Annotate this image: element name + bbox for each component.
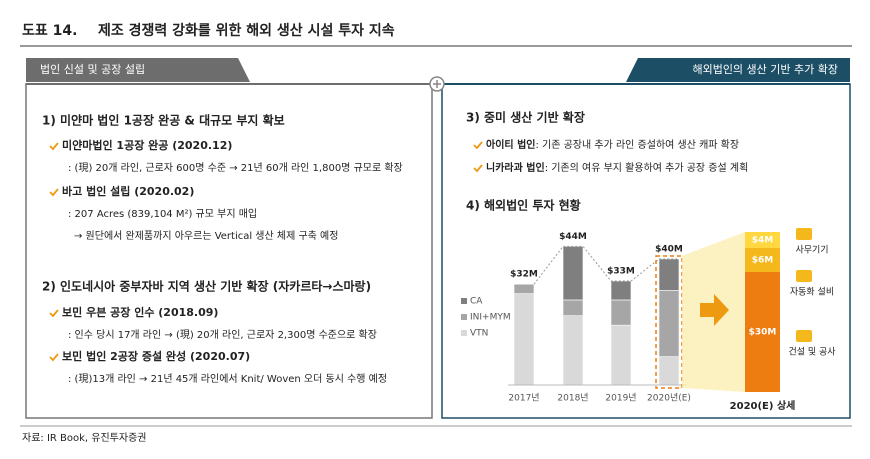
plus-sign	[433, 80, 441, 88]
item: 아이티 법인: 기존 공장내 추가 라인 증설하여 생산 캐파 확장	[486, 138, 739, 151]
check-icon	[49, 188, 59, 197]
detail-segment	[745, 248, 780, 272]
category-icon	[796, 228, 812, 240]
item-label: 보민 우븐 공장 인수 (2018.09)	[62, 305, 218, 319]
total-label: $33M	[607, 267, 635, 277]
item-label: 니카라과 법인	[486, 161, 545, 174]
left-header-title: 법인 신설 및 공장 설립	[40, 63, 145, 76]
item-text: : 기존의 여유 부지 활용하여 추가 공장 증설 계획	[545, 161, 749, 174]
figure-title: 제조 경쟁력 강화를 위한 해외 생산 시설 투자 지속	[98, 22, 395, 39]
figure-label: 도표 14.	[22, 23, 77, 39]
section-heading: 2) 인도네시아 중부자바 지역 생산 기반 확장 (자카르타→스마랑)	[42, 279, 371, 294]
item-label: 바고 법인 설립 (2020.02)	[62, 184, 194, 198]
detail-segment	[745, 232, 780, 248]
bar-segment	[658, 356, 680, 386]
check-icon	[49, 353, 59, 362]
item-line: : 인수 당시 17개 라인 → (現) 20개 라인, 근로자 2,300명 …	[68, 329, 377, 341]
detail-category: 사무기기	[795, 245, 828, 256]
trend-line	[533, 245, 679, 285]
total-label: $40M	[655, 245, 683, 255]
right-panel	[441, 83, 851, 419]
detail-value-label: $30M	[749, 328, 777, 338]
category-icon	[796, 330, 812, 342]
legend-label: INI+MYM	[470, 313, 511, 323]
check-icon	[473, 164, 483, 173]
item-label: 미얀마법인 1공장 완공 (2020.12)	[62, 138, 232, 152]
right-header	[626, 58, 850, 82]
item-line: : (現) 20개 라인, 근로자 600명 수준 → 21년 60개 라인 1…	[68, 162, 403, 174]
detail-segment	[745, 272, 780, 392]
legend-label: CA	[470, 297, 483, 307]
item-label: 보민 법인 2공장 증설 완성 (2020.07)	[62, 349, 250, 363]
x-tick-label: 2018년	[557, 393, 588, 404]
chart: $32M $44M $33M $40M 2017년 2018년 2019년 2020년(E) C…	[461, 228, 836, 412]
legend-swatch	[461, 298, 467, 304]
detail-value-label: $6M	[752, 256, 774, 266]
right-header-title: 해외법인의 생산 기반 추가 확장	[692, 62, 838, 76]
arrow-icon	[700, 294, 729, 326]
check-icon	[49, 309, 59, 318]
detail-title: 2020(E) 상세	[730, 399, 796, 412]
bar-segment	[658, 258, 680, 291]
bar-segment	[513, 293, 535, 386]
legend-swatch	[461, 314, 467, 320]
item-line: → 원단에서 완제품까지 아우르는 Vertical 생산 체제 구축 예정	[74, 230, 338, 242]
bar-segment	[562, 299, 584, 317]
bar-segment	[562, 246, 584, 301]
check-icon	[473, 141, 483, 150]
item-label: 아이티 법인	[486, 138, 535, 151]
bar-segment	[610, 280, 632, 301]
check-icon	[49, 142, 59, 151]
bar-segment	[658, 290, 680, 357]
section-heading: 3) 중미 생산 기반 확장	[466, 110, 585, 125]
x-tick-label: 2019년	[605, 393, 636, 404]
bar-segment	[610, 324, 632, 386]
item: 니카라과 법인: 기존의 여유 부지 활용하여 추가 공장 증설 계획	[486, 161, 748, 174]
total-label: $32M	[510, 270, 538, 280]
legend-swatch	[461, 330, 467, 336]
x-tick-label: 2020년(E)	[647, 393, 691, 404]
bar-segment	[513, 283, 535, 294]
legend-label: VTN	[470, 329, 488, 339]
detail-value-label: $4M	[752, 236, 774, 246]
left-header	[26, 58, 250, 82]
section-heading: 1) 미얀마 법인 1공장 완공 & 대규모 부지 확보	[42, 113, 285, 128]
left-panel	[25, 83, 433, 419]
bar-segment	[562, 315, 584, 386]
source: 자료: IR Book, 유진투자증권	[22, 432, 146, 444]
chart-heading: 4) 해외법인 투자 현황	[466, 198, 581, 213]
category-icon	[796, 270, 812, 282]
x-tick-label: 2017년	[508, 393, 539, 404]
detail-category: 자동화 설비	[790, 287, 834, 298]
item-text: : 기존 공장내 추가 라인 증설하여 생산 캐파 확장	[535, 138, 739, 151]
item-line: : 207 Acres (839,104 M²) 규모 부지 매입	[68, 207, 257, 220]
item-line: : (現)13개 라인 → 21년 45개 라인에서 Knit/ Woven 오…	[68, 373, 387, 385]
total-label: $44M	[559, 232, 587, 242]
detail-category: 건설 및 공사	[788, 346, 836, 358]
bar-segment	[610, 299, 632, 326]
